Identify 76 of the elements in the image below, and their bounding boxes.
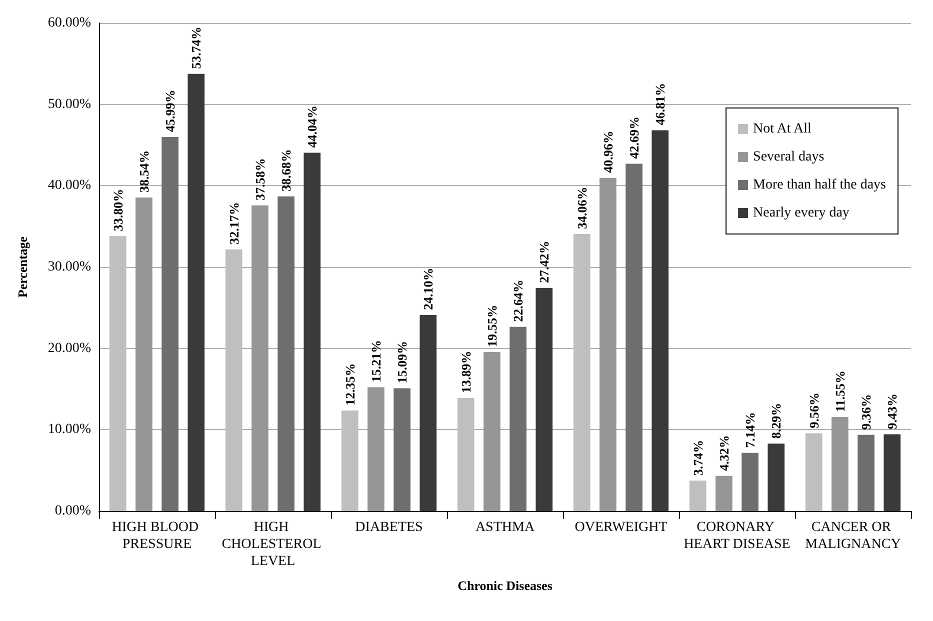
bar <box>162 136 178 511</box>
data-label: 38.54% <box>136 150 152 193</box>
data-label: 19.55% <box>484 304 500 347</box>
bar <box>689 480 706 511</box>
y-tick-label: 50.00% <box>48 96 92 112</box>
bar <box>768 444 785 511</box>
bar <box>109 236 126 511</box>
bar <box>304 152 321 511</box>
legend-label: Several days <box>753 150 824 164</box>
bar <box>626 164 642 511</box>
bar <box>457 398 474 511</box>
bar <box>136 198 152 511</box>
x-tick-label: CORONARY HEART DISEASE <box>684 520 790 552</box>
data-label: 46.81% <box>652 83 668 126</box>
data-label: 42.69% <box>626 116 642 159</box>
bar <box>742 452 758 511</box>
bar <box>600 178 616 511</box>
bar <box>510 326 526 511</box>
data-label: 9.43% <box>884 394 900 430</box>
data-label: 8.29% <box>768 402 784 439</box>
y-tick-label: 0.00% <box>54 504 92 518</box>
bar <box>341 410 358 511</box>
data-label: 34.06% <box>574 186 590 229</box>
data-label: 15.09% <box>394 341 410 384</box>
data-label: 32.17% <box>226 202 242 244</box>
y-axis-title: Percentage <box>15 236 30 298</box>
x-axis-title: Chronic Diseases <box>458 578 552 593</box>
x-tick-label: OVERWEIGHT <box>574 520 668 535</box>
y-tick-label: 10.00% <box>48 422 92 438</box>
x-tick-label: HIGH BLOOD PRESSURE <box>112 520 202 552</box>
bar <box>652 130 669 511</box>
bar <box>420 314 437 511</box>
data-label: 53.74% <box>188 26 204 69</box>
x-tick-label: CANCER OR MALIGNANCY <box>805 520 901 552</box>
bar <box>716 476 732 511</box>
x-tick-label: HIGH CHOLESTEROL LEVEL <box>222 520 324 569</box>
data-label: 9.56% <box>806 392 822 428</box>
bar <box>832 417 848 511</box>
x-tick-label: ASTHMA <box>475 520 536 535</box>
bar <box>188 74 205 511</box>
data-label: 3.74% <box>690 440 706 476</box>
data-label: 45.99% <box>162 90 178 132</box>
legend-label: Nearly every day <box>753 206 850 220</box>
bar <box>394 388 410 511</box>
data-label: 13.89% <box>458 350 474 394</box>
data-label: 11.55% <box>832 370 848 412</box>
bar <box>805 433 822 511</box>
bar <box>278 196 294 511</box>
data-label: 33.80% <box>110 188 126 232</box>
data-label: 22.64% <box>510 280 526 322</box>
data-label: 12.35% <box>342 363 358 406</box>
data-label: 4.32% <box>716 435 732 471</box>
y-tick-label: 30.00% <box>48 260 92 274</box>
bar <box>484 352 500 511</box>
bar <box>225 249 242 511</box>
legend-label: Not At All <box>753 122 812 136</box>
bar <box>252 205 268 511</box>
y-tick-label: 20.00% <box>48 340 92 356</box>
data-label: 40.96% <box>600 130 616 173</box>
y-tick-label: 40.00% <box>48 178 92 194</box>
x-tick-label: DIABETES <box>355 520 423 535</box>
data-label: 27.42% <box>536 240 552 283</box>
bar <box>368 387 384 511</box>
bar <box>536 288 553 511</box>
legend-label: More than half the days <box>753 178 886 192</box>
data-label: 15.21% <box>368 340 384 382</box>
bar <box>884 434 901 511</box>
bar <box>573 234 590 511</box>
bar <box>858 434 874 511</box>
data-label: 37.58% <box>252 158 268 200</box>
data-label: 38.68% <box>278 149 294 192</box>
data-label: 9.36% <box>858 394 874 430</box>
data-label: 44.04% <box>304 106 320 148</box>
data-label: 7.14% <box>742 412 758 448</box>
y-tick-label: 60.00% <box>48 16 92 30</box>
data-label: 24.10% <box>420 268 436 310</box>
